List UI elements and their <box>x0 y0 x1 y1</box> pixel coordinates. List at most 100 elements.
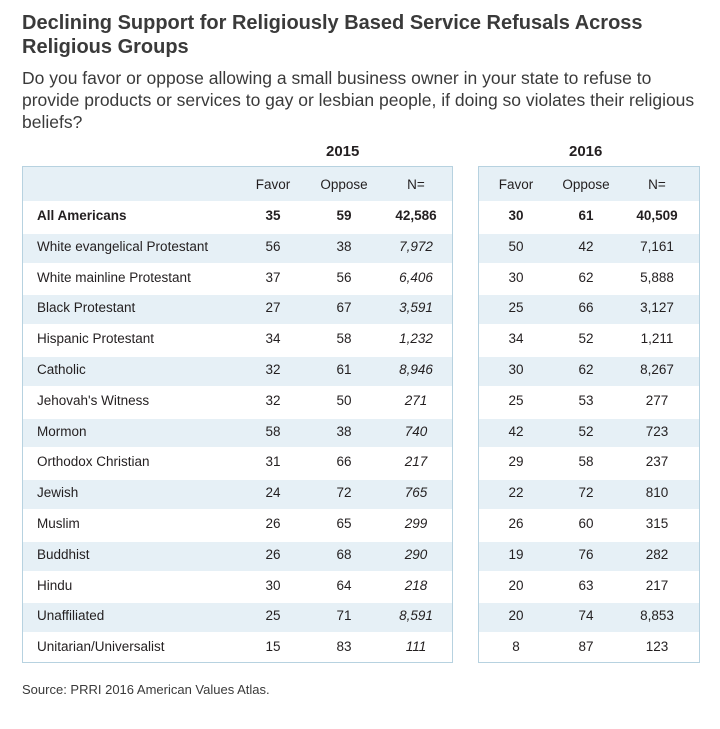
table-cell: 740 <box>404 423 428 439</box>
table-cell: 315 <box>645 516 669 531</box>
table-cell: 30 <box>508 362 524 377</box>
table-cell: 56 <box>336 269 352 285</box>
table-cell: 42 <box>508 423 524 439</box>
table-cell: 34 <box>265 331 281 347</box>
table-cell: 42 <box>578 238 594 254</box>
year-label-2016: 2016 <box>569 143 603 160</box>
table-cell: 299 <box>404 516 428 531</box>
row-band <box>479 603 699 633</box>
table-cell: 66 <box>578 300 594 316</box>
table-cell: 217 <box>404 454 428 470</box>
table-cell: 20 <box>508 608 524 624</box>
table-cell: 64 <box>336 577 352 593</box>
row-label: Catholic <box>37 362 86 377</box>
table-cell: 74 <box>578 608 594 624</box>
table-cell: 26 <box>265 516 281 531</box>
row-band <box>23 357 452 386</box>
table-cell: 7,972 <box>399 238 433 254</box>
table-cell: 52 <box>578 423 594 439</box>
table-cell: 26 <box>508 516 524 531</box>
row-label: Unitarian/Universalist <box>37 639 165 655</box>
table-cell: 50 <box>336 392 352 408</box>
table-cell: 67 <box>336 300 352 316</box>
table-cell: 40,509 <box>636 208 678 223</box>
table-cell: 53 <box>578 392 594 408</box>
table-cell: 66 <box>336 454 352 470</box>
table-cell: 3,591 <box>399 300 433 316</box>
row-band <box>23 541 452 571</box>
table-cell: 30 <box>508 208 524 223</box>
table-cell: 282 <box>645 546 669 562</box>
table-cell: 290 <box>404 546 428 562</box>
table-cell: 59 <box>336 208 352 223</box>
table-cell: 35 <box>265 208 281 223</box>
table-cell: 27 <box>265 300 281 316</box>
table-panel-2016: Favor Oppose N= 30 61 40,509 50 42 7,161 30 62 5,88… <box>478 166 700 663</box>
table-cell: 58 <box>578 454 594 470</box>
row-label: Hispanic Protestant <box>37 331 155 347</box>
table-cell: 723 <box>645 423 669 439</box>
column-header: Oppose <box>320 177 368 192</box>
table-cell: 83 <box>336 639 352 655</box>
row-label: White evangelical Protestant <box>37 238 209 254</box>
chart-title: Declining Support for Religiously Based … <box>22 12 643 58</box>
row-label: Black Protestant <box>37 300 136 316</box>
table-cell: 277 <box>645 392 669 408</box>
row-band <box>479 295 699 325</box>
source-note: Source: PRRI 2016 American Values Atlas. <box>22 682 270 697</box>
row-label: Mormon <box>37 423 87 439</box>
table-cell: 1,211 <box>640 331 674 347</box>
header-band <box>23 167 452 201</box>
table-cell: 5,888 <box>640 269 674 285</box>
table-cell: 20 <box>508 577 524 593</box>
table-panel-2015: Favor Oppose N= All Americans 35 59 42,586 Whit… <box>22 166 453 663</box>
table-cell: 31 <box>265 454 281 470</box>
table-cell: 34 <box>508 331 524 347</box>
table-cell: 8,267 <box>640 362 674 377</box>
table-cell: 8,946 <box>399 362 433 377</box>
table-cell: 65 <box>336 516 352 531</box>
table-cell: 72 <box>578 485 594 501</box>
table-cell: 19 <box>508 546 524 562</box>
row-band <box>23 418 452 448</box>
table-cell: 56 <box>265 238 281 254</box>
table-cell: 68 <box>336 546 352 562</box>
table-cell: 38 <box>336 423 352 439</box>
column-header: Oppose <box>562 177 610 192</box>
table-cell: 22 <box>508 485 524 501</box>
row-label: Buddhist <box>37 546 90 562</box>
table-cell: 32 <box>265 392 281 408</box>
table-cell: 30 <box>265 577 281 593</box>
row-label: Unaffiliated <box>37 608 105 624</box>
row-band <box>23 480 452 509</box>
table-cell: 218 <box>404 577 428 593</box>
table-cell: 71 <box>336 608 352 624</box>
table-cell: 25 <box>508 300 524 316</box>
row-label: All Americans <box>37 208 127 223</box>
column-header: N= <box>648 177 666 192</box>
row-band <box>23 603 452 633</box>
table-cell: 765 <box>404 485 428 501</box>
table-cell: 8 <box>512 639 520 655</box>
table-cell: 62 <box>578 362 594 377</box>
table-cell: 123 <box>645 639 669 655</box>
row-band <box>479 541 699 571</box>
column-header: Favor <box>255 177 291 192</box>
column-header: N= <box>407 177 425 192</box>
table-cell: 25 <box>508 392 524 408</box>
table-cell: 72 <box>336 485 352 501</box>
table-cell: 7,161 <box>640 238 674 254</box>
row-label: White mainline Protestant <box>37 269 191 285</box>
table-cell: 38 <box>336 238 352 254</box>
table-cell: 25 <box>265 608 281 624</box>
row-band <box>479 357 699 386</box>
table-cell: 8,853 <box>640 608 674 624</box>
table-cell: 62 <box>578 269 594 285</box>
row-band <box>23 233 452 263</box>
table-cell: 1,232 <box>399 331 433 347</box>
table-cell: 15 <box>265 639 281 655</box>
table-cell: 52 <box>578 331 594 347</box>
row-label: Orthodox Christian <box>37 454 150 470</box>
table-cell: 26 <box>265 546 281 562</box>
table-cell: 111 <box>405 639 427 655</box>
